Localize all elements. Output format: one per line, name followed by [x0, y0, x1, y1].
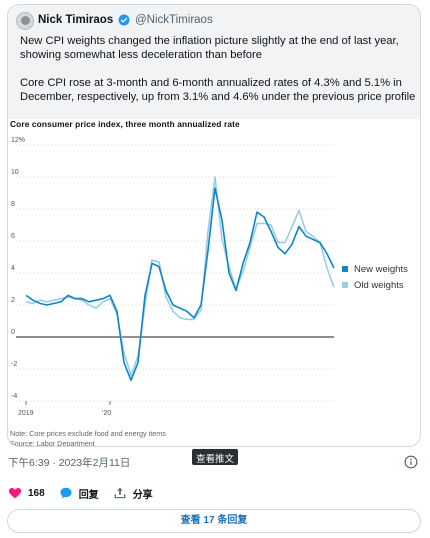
y-tick-label: -2 — [11, 361, 17, 368]
tweet-paragraph-2: Core CPI rose at 3-month and 6-month ann… — [20, 77, 416, 103]
y-tick-label: 6 — [11, 233, 15, 240]
chart-source: Source: Labor Department — [10, 439, 95, 447]
tweet-paragraph-1: New CPI weights changed the inflation pi… — [20, 35, 399, 61]
author-handle[interactable]: @NickTimiraos — [135, 14, 213, 26]
verified-badge-icon — [118, 14, 130, 26]
chart-title: Core consumer price index, three month a… — [10, 119, 240, 129]
series-line-new-weights — [25, 187, 335, 381]
share-icon — [114, 487, 125, 499]
read-replies-button[interactable]: 查看 17 条回复 — [7, 509, 421, 533]
legend-item-old-weights: Old weights — [342, 277, 408, 293]
y-tick-label: 12% — [11, 137, 25, 144]
like-count: 168 — [28, 487, 45, 499]
reply-button[interactable]: 回复 — [59, 486, 99, 501]
view-tweet-tooltip: 查看推文 — [192, 449, 239, 465]
legend-label-new: New weights — [354, 263, 408, 275]
chart-footnote: Note: Core prices exclude food and energ… — [10, 429, 166, 438]
share-button[interactable]: 分享 — [113, 486, 153, 501]
share-label: 分享 — [132, 489, 153, 501]
y-tick-label: 10 — [11, 169, 19, 176]
y-tick-label: 2 — [11, 297, 15, 304]
cpi-line-chart: 12% 10 8 6 4 2 0 -2 -4 2019 '20 — [11, 137, 335, 417]
x-tick-label: '20 — [102, 410, 111, 417]
info-icon[interactable] — [404, 455, 418, 469]
legend-swatch-old — [342, 282, 348, 288]
chart-note: Note: Core prices exclude food and energ… — [10, 429, 166, 447]
reply-bubble-icon — [60, 487, 72, 499]
x-tick-label: 2019 — [18, 410, 34, 417]
like-button[interactable]: 168 — [8, 486, 45, 500]
y-tick-label: 8 — [11, 201, 15, 208]
y-tick-label: -4 — [11, 393, 17, 400]
tweet-header: Nick Timiraos @NickTimiraos New CPI weig… — [8, 5, 420, 119]
heart-icon — [8, 488, 22, 499]
legend-swatch-new — [342, 266, 348, 272]
y-tick-label: 0 — [11, 329, 15, 336]
chart-legend: New weights Old weights — [342, 261, 408, 293]
tweet-text: New CPI weights changed the inflation pi… — [20, 34, 416, 118]
avatar[interactable] — [16, 12, 34, 30]
reply-label: 回复 — [78, 489, 99, 501]
series-line-old-weights — [25, 176, 335, 377]
legend-item-new-weights: New weights — [342, 261, 408, 277]
tweet-actions: 168 回复 分享 — [8, 485, 167, 501]
author-name[interactable]: Nick Timiraos — [38, 14, 114, 26]
tweet-timestamp[interactable]: 下午6:39 · 2023年2月11日 — [8, 457, 131, 469]
legend-label-old: Old weights — [354, 279, 404, 291]
tweet-card[interactable]: Nick Timiraos @NickTimiraos New CPI weig… — [7, 4, 421, 447]
y-tick-label: 4 — [11, 265, 15, 272]
